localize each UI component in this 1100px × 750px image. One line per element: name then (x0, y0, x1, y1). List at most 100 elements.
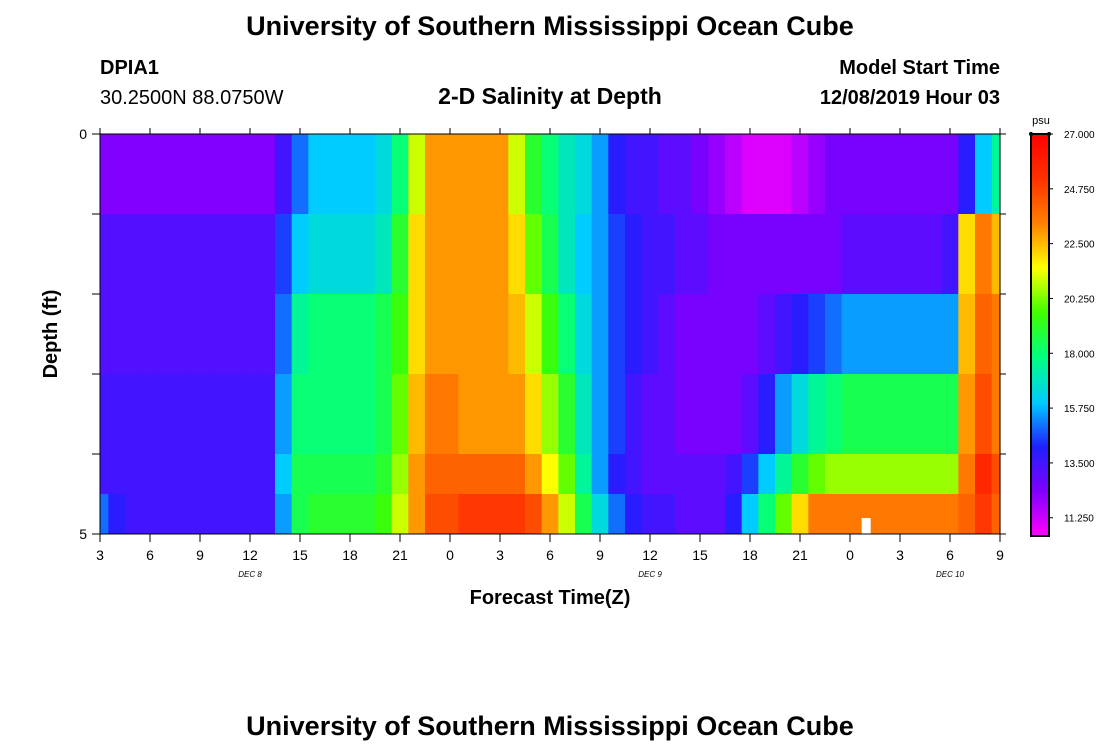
heatmap-cell (341, 134, 359, 214)
heatmap-cell (100, 454, 109, 494)
x-tick-label: 3 (96, 547, 104, 563)
heatmap-cell (425, 374, 443, 454)
heatmap-cell (725, 454, 743, 494)
colorbar-tick-label: 13.500 (1064, 459, 1095, 470)
heatmap-cell (258, 214, 276, 294)
heatmap-cell (575, 214, 593, 294)
heatmap-cell (391, 214, 409, 294)
heatmap-cell (491, 134, 509, 214)
heatmap-cell (658, 374, 676, 454)
heatmap-cell (225, 134, 243, 214)
heatmap-cell (325, 374, 343, 454)
heatmap-cell (475, 494, 493, 534)
colorbar-tick-label: 20.250 (1064, 294, 1095, 305)
heatmap-cell (525, 374, 543, 454)
heatmap-cell (125, 134, 143, 214)
heatmap-cell (308, 134, 326, 214)
heatmap-cell (358, 134, 376, 214)
heatmap-cell (341, 494, 359, 534)
heatmap-cell (100, 134, 109, 214)
heatmap-cell (541, 294, 559, 374)
heatmap-cell (858, 454, 876, 494)
heatmap-cell (891, 134, 909, 214)
heatmap-cell (391, 374, 409, 454)
heatmap-cell (708, 374, 726, 454)
heatmap-cell (958, 494, 976, 534)
heatmap-cell (391, 294, 409, 374)
heatmap-cell (375, 134, 393, 214)
heatmap-cell (458, 494, 476, 534)
heatmap-cell (975, 454, 993, 494)
heatmap-cell (575, 374, 593, 454)
heatmap-cell (508, 134, 526, 214)
heatmap-cell (458, 294, 476, 374)
heatmap-cell (175, 294, 193, 374)
heatmap-cell (141, 494, 159, 534)
heatmap-cell (125, 494, 143, 534)
heatmap-cell (108, 494, 126, 534)
heatmap-cell (791, 294, 809, 374)
heatmap-cell (858, 214, 876, 294)
heatmap-cell (858, 134, 876, 214)
colorbar-tick-label: 24.750 (1064, 185, 1095, 196)
heatmap-cell (475, 214, 493, 294)
heatmap-cell (875, 214, 893, 294)
heatmap-cell (758, 134, 776, 214)
heatmap-cell (175, 494, 193, 534)
heatmap-cell (941, 494, 959, 534)
heatmap-cell (725, 374, 743, 454)
heatmap-cell (325, 134, 343, 214)
heatmap-cell (358, 494, 376, 534)
heatmap-cell (825, 494, 843, 534)
heatmap-cell (958, 134, 976, 214)
heatmap-cell (525, 494, 543, 534)
heatmap-cell (775, 494, 793, 534)
heatmap-cell (975, 374, 993, 454)
figure-title: University of Southern Mississippi Ocean… (246, 11, 854, 41)
heatmap-cell (291, 214, 309, 294)
heatmap-cell (125, 294, 143, 374)
heatmap-cell (358, 454, 376, 494)
heatmap-cell (158, 294, 176, 374)
heatmap-cell (741, 494, 759, 534)
x-tick-label: 3 (896, 547, 904, 563)
heatmap-cell (175, 214, 193, 294)
colorbar-unit: psu (1032, 115, 1050, 127)
heatmap-cell (825, 294, 843, 374)
heatmap-cell (758, 454, 776, 494)
x-tick-label: 0 (846, 547, 854, 563)
heatmap-cell (741, 374, 759, 454)
heatmap-cell (241, 214, 259, 294)
heatmap-cell (458, 134, 476, 214)
heatmap-cell (791, 134, 809, 214)
heatmap-cell (591, 494, 609, 534)
heatmap-cell (625, 214, 643, 294)
heatmap-cell (291, 294, 309, 374)
x-tick-label: 12 (242, 547, 258, 563)
heatmap-cell (308, 294, 326, 374)
x-tick-label: 12 (642, 547, 658, 563)
heatmap-cell (825, 214, 843, 294)
heatmap-cell (941, 214, 959, 294)
heatmap-cell (241, 374, 259, 454)
heatmap-cell (375, 494, 393, 534)
heatmap-cell (641, 374, 659, 454)
heatmap-cell (558, 374, 576, 454)
heatmap-cell (425, 294, 443, 374)
heatmap-cell (425, 134, 443, 214)
heatmap-cell (775, 374, 793, 454)
heatmap-cell (675, 294, 693, 374)
white-marker (861, 518, 871, 534)
heatmap-cell (191, 494, 209, 534)
heatmap-cell (341, 214, 359, 294)
x-tick-label: 3 (496, 547, 504, 563)
heatmap-cell (575, 494, 593, 534)
heatmap-cell (858, 294, 876, 374)
colorbar-tick-label: 27.000 (1064, 130, 1095, 141)
heatmap-cell (741, 454, 759, 494)
heatmap-cell (258, 294, 276, 374)
heatmap-cell (358, 374, 376, 454)
heatmap-cell (758, 374, 776, 454)
heatmap-cell (858, 374, 876, 454)
